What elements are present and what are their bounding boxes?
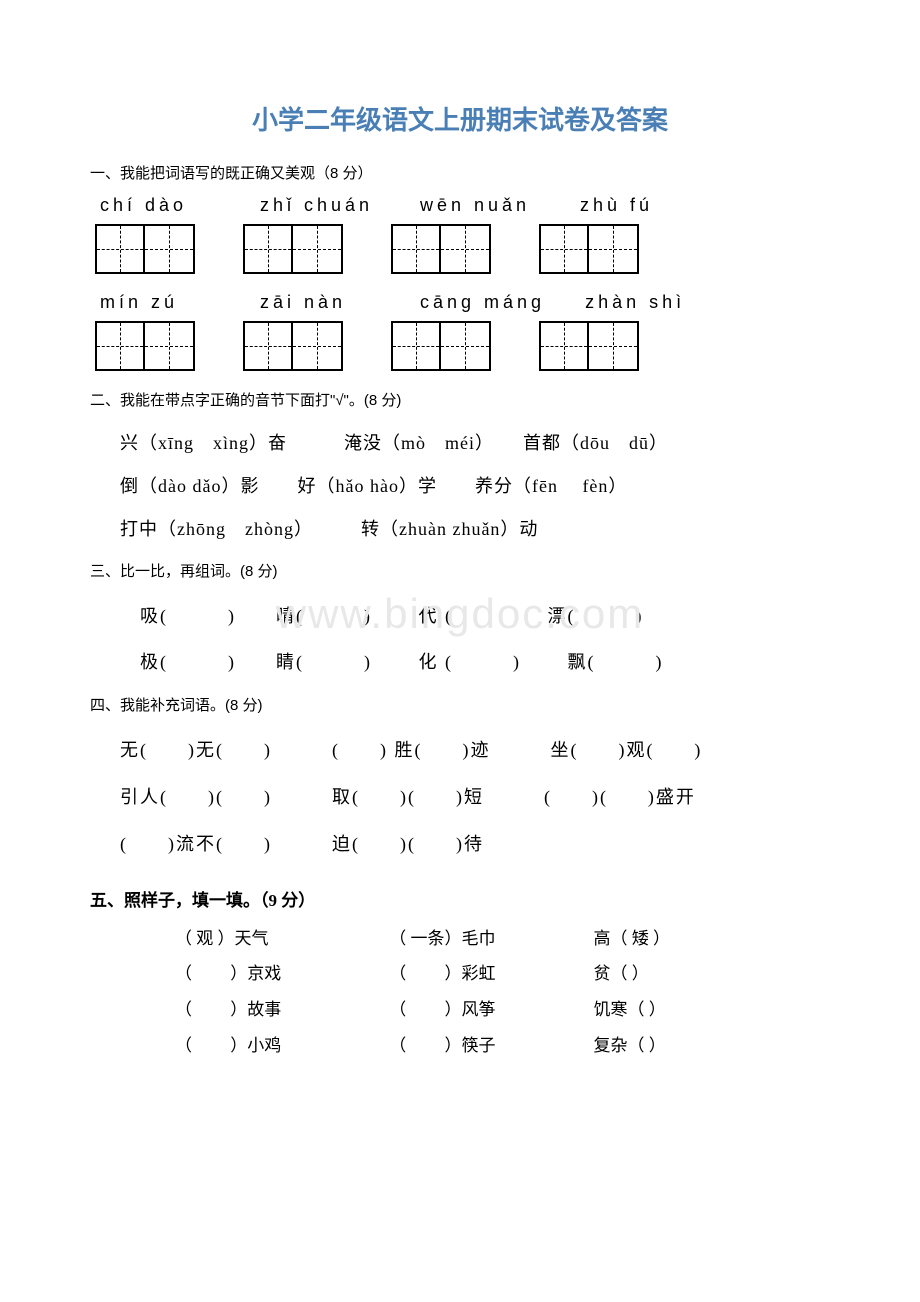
- q5-r4-c2: （ ）筷子: [389, 1028, 589, 1064]
- q2-line-2: 倒（dào dǎo）影 好（hǎo hào）学 养分（fēn fèn）: [90, 465, 830, 508]
- tian-row-1: [90, 224, 830, 274]
- q5-r2-c1: （ ）京戏: [175, 956, 385, 992]
- tian-row-2: [90, 321, 830, 371]
- q5-r4-c3: 复杂（ ）: [594, 1028, 666, 1064]
- tian-box-group: [539, 321, 639, 371]
- q2-line-3: 打中（zhōng zhòng） 转（zhuàn zhuǎn）动: [90, 508, 830, 551]
- q3-line-2: 极( ) 睛( ) 化 ( ) 飘( ): [90, 639, 830, 686]
- pinyin-1-1: chí dào: [100, 195, 220, 216]
- pinyin-2-3: cāng máng: [420, 292, 545, 313]
- tian-box-group: [243, 321, 343, 371]
- pinyin-1-2: zhǐ chuán: [260, 195, 380, 216]
- pinyin-2-1: mín zú: [100, 292, 220, 313]
- tian-box-group: [391, 321, 491, 371]
- pinyin-1-4: zhù fú: [580, 195, 700, 216]
- pinyin-row-2: mín zú zāi nàn cāng máng zhàn shì: [90, 292, 830, 313]
- q5-row-3: （ ）故事 （ ）风筝 饥寒（ ）: [90, 992, 830, 1028]
- pinyin-2-4: zhàn shì: [585, 292, 705, 313]
- tian-box-group: [243, 224, 343, 274]
- pinyin-1-3: wēn nuǎn: [420, 195, 540, 216]
- q5-r1-c2: （ 一条）毛巾: [389, 921, 589, 957]
- pinyin-row-1: chí dào zhǐ chuán wēn nuǎn zhù fú: [90, 195, 830, 216]
- q3-line-1: 吸( ) 晴( ) 代 ( ) 漂( ): [90, 593, 830, 640]
- pinyin-2-2: zāi nàn: [260, 292, 380, 313]
- q5-row-1: （ 观 ）天气 （ 一条）毛巾 高（ 矮 ）: [90, 921, 830, 957]
- q4-line-3: ( )流不( ) 迫( )( )待: [90, 821, 830, 868]
- q5-r1-c3: 高（ 矮 ）: [594, 921, 671, 957]
- section-1-heading: 一、我能把词语写的既正确又美观（8 分）: [90, 162, 830, 183]
- tian-box-group: [539, 224, 639, 274]
- q4-line-2: 引人( )( ) 取( )( )短 ( )( )盛开: [90, 774, 830, 821]
- section-3-heading: 三、比一比，再组词。(8 分): [90, 560, 830, 581]
- q4-line-1: 无( )无( ) ( ) 胜( )迹 坐( )观( ): [90, 727, 830, 774]
- section-5-heading: 五、照样子，填一填。（9 分）: [90, 886, 830, 911]
- tian-box-group: [95, 321, 195, 371]
- q5-r3-c1: （ ）故事: [175, 992, 385, 1028]
- q5-r2-c2: （ ）彩虹: [389, 956, 589, 992]
- q5-r3-c2: （ ）风筝: [389, 992, 589, 1028]
- document-title: 小学二年级语文上册期末试卷及答案: [90, 100, 830, 137]
- q5-r1-c1: （ 观 ）天气: [175, 921, 385, 957]
- tian-box-group: [391, 224, 491, 274]
- tian-box-group: [95, 224, 195, 274]
- q5-row-4: （ ）小鸡 （ ）筷子 复杂（ ）: [90, 1028, 830, 1064]
- q2-line-1: 兴（xīng xìng）奋 淹没（mò méi） 首都（dōu dū）: [90, 422, 830, 465]
- section-4-heading: 四、我能补充词语。(8 分): [90, 694, 830, 715]
- q5-row-2: （ ）京戏 （ ）彩虹 贫（ ）: [90, 956, 830, 992]
- q5-r4-c1: （ ）小鸡: [175, 1028, 385, 1064]
- section-2-heading: 二、我能在带点字正确的音节下面打"√"。(8 分): [90, 389, 830, 410]
- q5-r3-c3: 饥寒（ ）: [594, 992, 666, 1028]
- q5-r2-c3: 贫（ ）: [594, 956, 649, 992]
